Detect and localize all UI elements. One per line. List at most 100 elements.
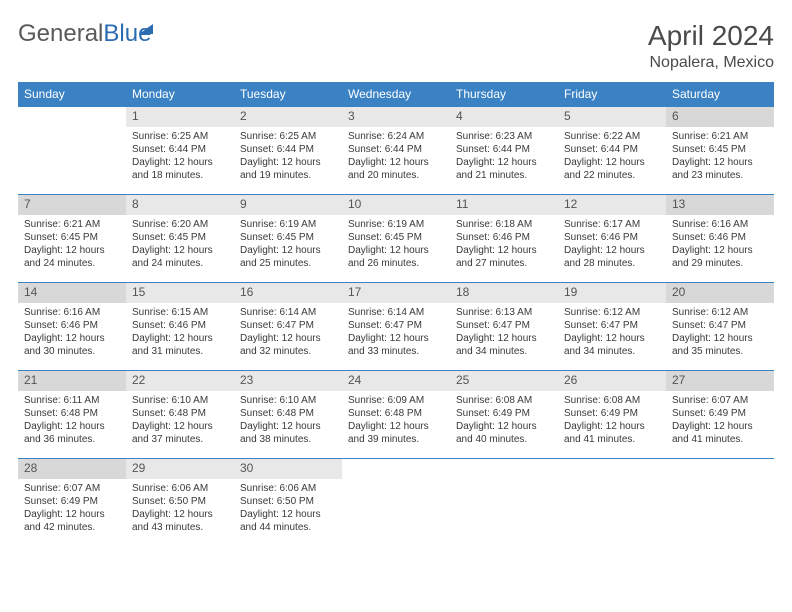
day-line: Daylight: 12 hours xyxy=(240,508,336,521)
day-line: Sunset: 6:49 PM xyxy=(24,495,120,508)
day-number: 1 xyxy=(126,107,234,127)
day-line: Daylight: 12 hours xyxy=(240,244,336,257)
day-line: Daylight: 12 hours xyxy=(132,420,228,433)
day-line: Sunrise: 6:25 AM xyxy=(240,130,336,143)
day-line: Daylight: 12 hours xyxy=(240,156,336,169)
day-cell: 12Sunrise: 6:17 AMSunset: 6:46 PMDayligh… xyxy=(558,195,666,283)
day-details: Sunrise: 6:20 AMSunset: 6:45 PMDaylight:… xyxy=(126,215,234,270)
day-line: Sunset: 6:48 PM xyxy=(24,407,120,420)
title-block: April 2024 Nopalera, Mexico xyxy=(648,20,774,72)
day-number: 27 xyxy=(666,371,774,391)
day-number: 11 xyxy=(450,195,558,215)
day-line: Sunset: 6:45 PM xyxy=(132,231,228,244)
day-line: Sunset: 6:44 PM xyxy=(240,143,336,156)
day-cell: 16Sunrise: 6:14 AMSunset: 6:47 PMDayligh… xyxy=(234,283,342,371)
day-line: Daylight: 12 hours xyxy=(348,244,444,257)
day-line: Sunrise: 6:14 AM xyxy=(348,306,444,319)
day-line: and 36 minutes. xyxy=(24,433,120,446)
day-line: Sunset: 6:44 PM xyxy=(456,143,552,156)
day-cell: 22Sunrise: 6:10 AMSunset: 6:48 PMDayligh… xyxy=(126,371,234,459)
day-number: 3 xyxy=(342,107,450,127)
day-line: Sunset: 6:44 PM xyxy=(564,143,660,156)
calendar-body: 1Sunrise: 6:25 AMSunset: 6:44 PMDaylight… xyxy=(18,107,774,547)
week-row: 1Sunrise: 6:25 AMSunset: 6:44 PMDaylight… xyxy=(18,107,774,195)
day-line: Sunrise: 6:16 AM xyxy=(24,306,120,319)
day-line: Daylight: 12 hours xyxy=(672,156,768,169)
day-line: Sunrise: 6:20 AM xyxy=(132,218,228,231)
day-line: Daylight: 12 hours xyxy=(24,244,120,257)
day-line: Sunrise: 6:21 AM xyxy=(672,130,768,143)
day-line: Daylight: 12 hours xyxy=(672,420,768,433)
day-number: 14 xyxy=(18,283,126,303)
day-number: 7 xyxy=(18,195,126,215)
day-cell: 28Sunrise: 6:07 AMSunset: 6:49 PMDayligh… xyxy=(18,459,126,547)
day-line: and 32 minutes. xyxy=(240,345,336,358)
day-details: Sunrise: 6:19 AMSunset: 6:45 PMDaylight:… xyxy=(234,215,342,270)
header: GeneralBlue April 2024 Nopalera, Mexico xyxy=(18,20,774,72)
day-number: 10 xyxy=(342,195,450,215)
day-line: Sunset: 6:44 PM xyxy=(348,143,444,156)
day-line: Daylight: 12 hours xyxy=(564,156,660,169)
day-line: Sunset: 6:47 PM xyxy=(672,319,768,332)
day-line: Sunrise: 6:16 AM xyxy=(672,218,768,231)
day-details: Sunrise: 6:06 AMSunset: 6:50 PMDaylight:… xyxy=(126,479,234,534)
day-line: Sunset: 6:49 PM xyxy=(456,407,552,420)
day-line: Sunrise: 6:06 AM xyxy=(132,482,228,495)
page-title: April 2024 xyxy=(648,20,774,52)
day-cell: 4Sunrise: 6:23 AMSunset: 6:44 PMDaylight… xyxy=(450,107,558,195)
day-cell: 20Sunrise: 6:12 AMSunset: 6:47 PMDayligh… xyxy=(666,283,774,371)
day-number: 19 xyxy=(558,283,666,303)
day-number: 13 xyxy=(666,195,774,215)
day-line: Daylight: 12 hours xyxy=(564,244,660,257)
day-line: and 20 minutes. xyxy=(348,169,444,182)
day-details: Sunrise: 6:06 AMSunset: 6:50 PMDaylight:… xyxy=(234,479,342,534)
day-line: Sunset: 6:45 PM xyxy=(348,231,444,244)
day-line: and 23 minutes. xyxy=(672,169,768,182)
day-header-thu: Thursday xyxy=(450,82,558,107)
calendar-table: Sunday Monday Tuesday Wednesday Thursday… xyxy=(18,82,774,547)
day-details: Sunrise: 6:16 AMSunset: 6:46 PMDaylight:… xyxy=(666,215,774,270)
day-line: Sunset: 6:45 PM xyxy=(240,231,336,244)
day-details: Sunrise: 6:07 AMSunset: 6:49 PMDaylight:… xyxy=(666,391,774,446)
day-line: Sunset: 6:47 PM xyxy=(564,319,660,332)
day-line: Sunrise: 6:07 AM xyxy=(24,482,120,495)
day-line: and 27 minutes. xyxy=(456,257,552,270)
day-line: Daylight: 12 hours xyxy=(132,244,228,257)
day-line: Sunrise: 6:14 AM xyxy=(240,306,336,319)
day-cell xyxy=(666,459,774,547)
day-line: Daylight: 12 hours xyxy=(348,156,444,169)
day-line: Daylight: 12 hours xyxy=(24,420,120,433)
day-number: 18 xyxy=(450,283,558,303)
day-line: Daylight: 12 hours xyxy=(132,156,228,169)
day-line: Daylight: 12 hours xyxy=(132,508,228,521)
week-row: 14Sunrise: 6:16 AMSunset: 6:46 PMDayligh… xyxy=(18,283,774,371)
day-line: Sunset: 6:50 PM xyxy=(132,495,228,508)
day-details: Sunrise: 6:22 AMSunset: 6:44 PMDaylight:… xyxy=(558,127,666,182)
day-cell: 7Sunrise: 6:21 AMSunset: 6:45 PMDaylight… xyxy=(18,195,126,283)
day-line: Sunrise: 6:21 AM xyxy=(24,218,120,231)
day-line: Sunrise: 6:23 AM xyxy=(456,130,552,143)
day-details: Sunrise: 6:08 AMSunset: 6:49 PMDaylight:… xyxy=(558,391,666,446)
day-line: Sunrise: 6:18 AM xyxy=(456,218,552,231)
day-line: and 35 minutes. xyxy=(672,345,768,358)
day-number: 26 xyxy=(558,371,666,391)
day-line: Sunrise: 6:07 AM xyxy=(672,394,768,407)
day-details: Sunrise: 6:25 AMSunset: 6:44 PMDaylight:… xyxy=(126,127,234,182)
day-line: and 29 minutes. xyxy=(672,257,768,270)
day-details: Sunrise: 6:21 AMSunset: 6:45 PMDaylight:… xyxy=(18,215,126,270)
day-cell: 19Sunrise: 6:12 AMSunset: 6:47 PMDayligh… xyxy=(558,283,666,371)
day-details: Sunrise: 6:12 AMSunset: 6:47 PMDaylight:… xyxy=(666,303,774,358)
day-cell: 24Sunrise: 6:09 AMSunset: 6:48 PMDayligh… xyxy=(342,371,450,459)
day-cell: 18Sunrise: 6:13 AMSunset: 6:47 PMDayligh… xyxy=(450,283,558,371)
day-number: 17 xyxy=(342,283,450,303)
day-cell: 14Sunrise: 6:16 AMSunset: 6:46 PMDayligh… xyxy=(18,283,126,371)
week-row: 21Sunrise: 6:11 AMSunset: 6:48 PMDayligh… xyxy=(18,371,774,459)
page-subtitle: Nopalera, Mexico xyxy=(648,54,774,72)
day-details: Sunrise: 6:09 AMSunset: 6:48 PMDaylight:… xyxy=(342,391,450,446)
day-cell: 8Sunrise: 6:20 AMSunset: 6:45 PMDaylight… xyxy=(126,195,234,283)
day-line: and 33 minutes. xyxy=(348,345,444,358)
day-line: and 40 minutes. xyxy=(456,433,552,446)
day-cell: 11Sunrise: 6:18 AMSunset: 6:46 PMDayligh… xyxy=(450,195,558,283)
day-line: Sunset: 6:46 PM xyxy=(24,319,120,332)
day-cell: 10Sunrise: 6:19 AMSunset: 6:45 PMDayligh… xyxy=(342,195,450,283)
